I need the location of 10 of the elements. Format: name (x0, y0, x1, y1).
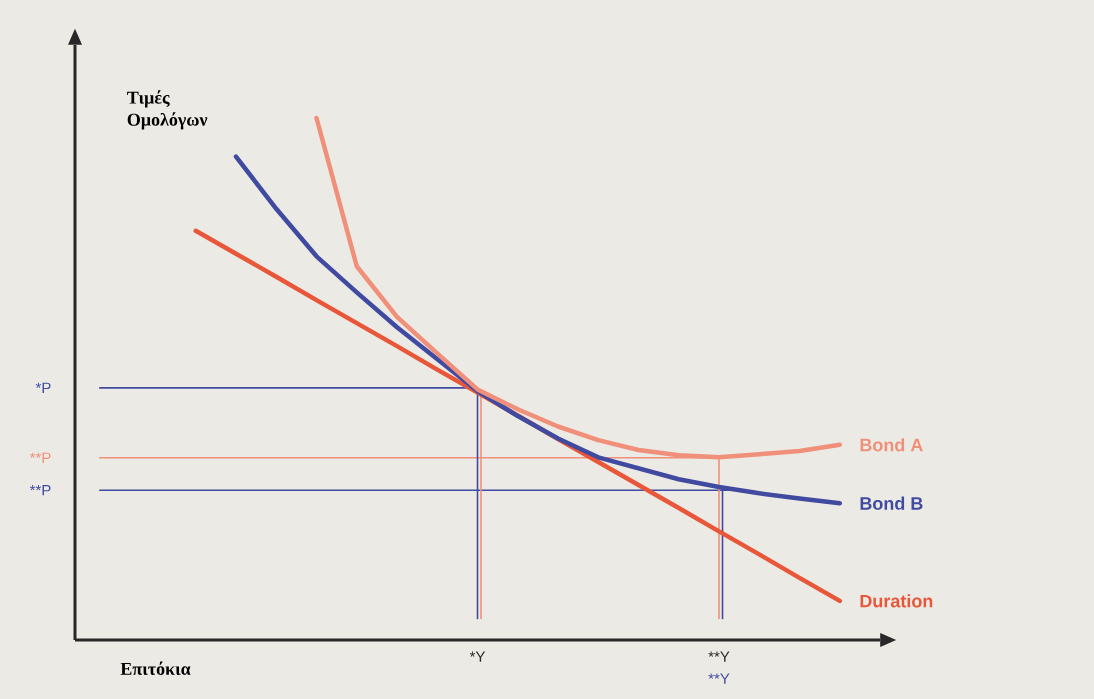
ref-line-label: **P (29, 452, 51, 463)
ref-line-label: **P (29, 485, 51, 496)
ref-line-label: **Y (708, 673, 730, 684)
x-tick-label: *Y (469, 651, 486, 662)
y-axis-title: Τιμές Ομολόγων (127, 90, 208, 130)
ref-line-label: *P (35, 382, 51, 394)
series-label: Bond B (860, 496, 923, 510)
series-label: Duration (860, 594, 933, 608)
x-axis-title: Επιτόκια (120, 661, 191, 675)
series-label: Bond A (860, 438, 923, 452)
